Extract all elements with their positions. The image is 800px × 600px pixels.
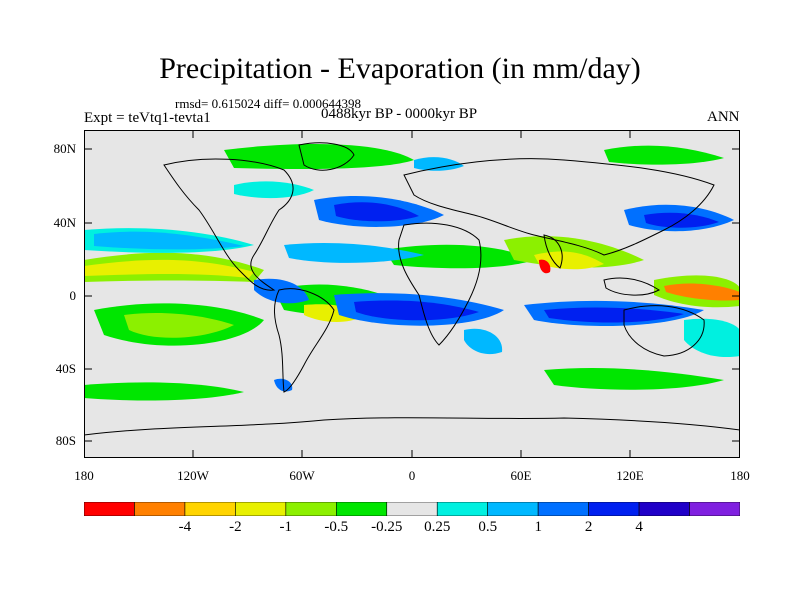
- colorbar: [84, 502, 740, 516]
- lon-label-180e: 180: [730, 468, 750, 483]
- lon-ticks: [192, 130, 631, 458]
- lat-label-0: 0: [69, 288, 77, 303]
- lon-label-120e: 120E: [616, 468, 644, 483]
- pe-difference-map: [84, 130, 740, 458]
- colorbar-swatch: [588, 502, 640, 516]
- experiment-label: Expt = teVtq1-tevta1: [84, 110, 211, 126]
- colorbar-swatch: [285, 502, 337, 516]
- colorbar-label: 1: [534, 519, 542, 535]
- dry-anomaly-regions: [84, 144, 740, 401]
- colorbar-label: 4: [635, 519, 643, 535]
- colorbar-label: -1: [279, 519, 293, 535]
- colorbar-label: -0.5: [324, 519, 349, 535]
- lon-label-0: 0: [408, 468, 416, 483]
- colorbar-label: -0.25: [371, 519, 403, 535]
- colorbar-swatch: [84, 502, 135, 516]
- lon-label-60w: 60W: [289, 468, 315, 483]
- statistics-text: rmsd= 0.615024 diff= 0.000644398: [175, 96, 361, 111]
- colorbar-swatch: [336, 502, 388, 516]
- season-label: ANN: [707, 109, 740, 125]
- colorbar-swatch: [487, 502, 539, 516]
- map-background: [84, 130, 740, 458]
- colorbar-label: -4: [178, 519, 192, 535]
- colorbar-swatch: [638, 502, 690, 516]
- colorbar-swatch: [537, 502, 589, 516]
- colorbar-label: -2: [229, 519, 242, 535]
- lon-label-60e: 60E: [510, 468, 532, 483]
- lat-label-80s: 80S: [55, 433, 76, 448]
- period-label: 0488kyr BP - 0000kyr BP: [321, 106, 478, 122]
- colorbar-label: 0.25: [424, 519, 451, 535]
- lon-label-120w: 120W: [177, 468, 209, 483]
- lat-label-80n: 80N: [53, 141, 76, 156]
- colorbar-label: 2: [584, 519, 593, 535]
- colorbar-swatch: [386, 502, 438, 516]
- coastline-outlines: [84, 142, 740, 436]
- colorbar-label: 0.5: [478, 519, 498, 535]
- lat-label-40n: 40N: [53, 215, 76, 230]
- colorbar-swatch: [235, 502, 287, 516]
- colorbar-swatch: [184, 502, 236, 516]
- lat-label-40s: 40S: [55, 361, 76, 376]
- wet-anomaly-regions: [84, 157, 740, 392]
- lat-ticks: [84, 148, 740, 442]
- lon-label-180w: 180: [74, 468, 94, 483]
- colorbar-swatch: [689, 502, 740, 516]
- map-title: Precipitation - Evaporation (in mm/day): [159, 52, 641, 85]
- colorbar-swatch: [134, 502, 186, 516]
- colorbar-swatch: [436, 502, 488, 516]
